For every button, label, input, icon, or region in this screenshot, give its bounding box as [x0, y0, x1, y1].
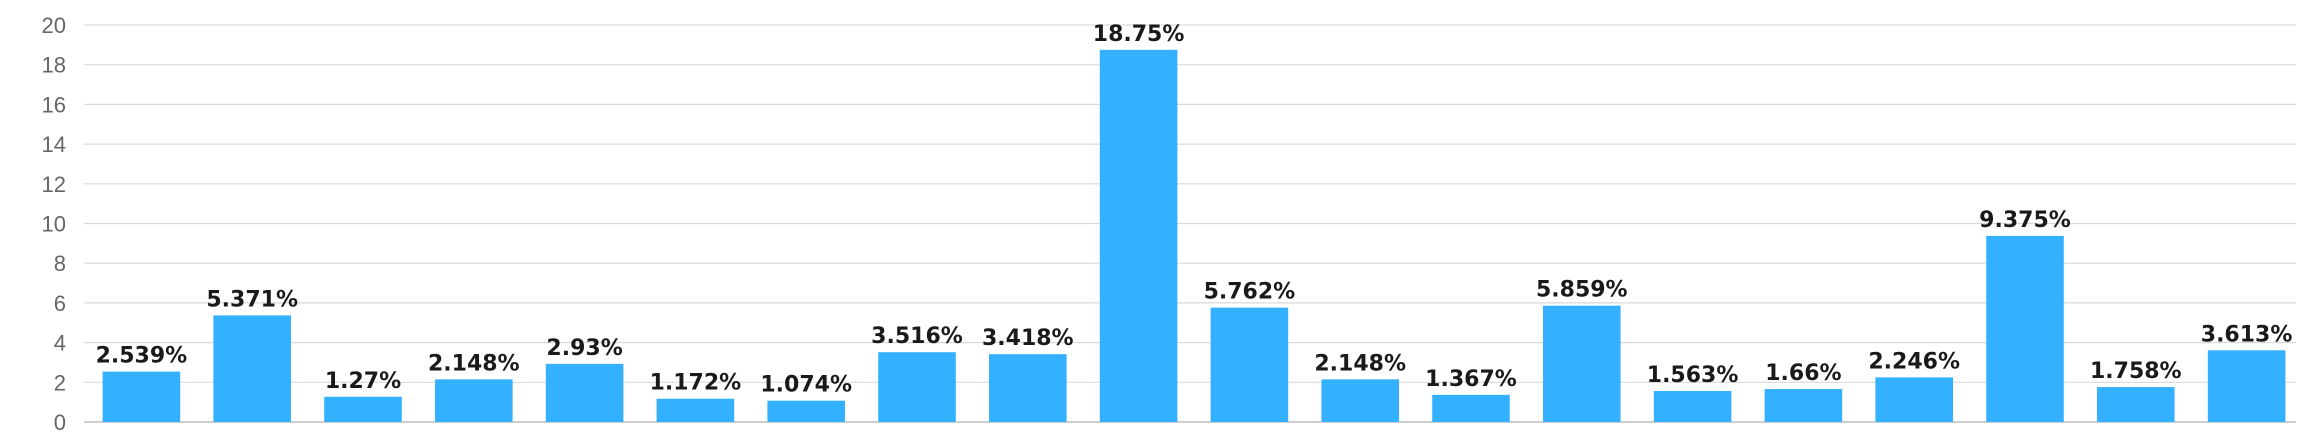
bar-data-label: 1.074% — [760, 373, 852, 398]
bar — [1653, 390, 1732, 422]
y-tick-label: 20 — [42, 13, 66, 38]
bar-data-label: 1.563% — [1647, 363, 1739, 388]
bar — [213, 315, 291, 422]
bar-data-label: 5.762% — [1204, 280, 1296, 305]
bar-data-label: 1.27% — [325, 369, 401, 394]
bar — [2207, 350, 2286, 422]
bar-data-label: 18.75% — [1093, 22, 1185, 47]
bar — [989, 354, 1067, 422]
bar — [102, 371, 181, 422]
bar — [1764, 389, 1843, 422]
data-labels: 2.539% 5.371% 1.27% 2.148% 2.93% 1.172% 1.074%… — [96, 22, 2293, 398]
bar — [2097, 387, 2175, 422]
y-tick-label: 18 — [42, 53, 66, 78]
bar-data-label: 2.93% — [546, 336, 622, 361]
bar-data-label: 9.375% — [1979, 208, 2071, 233]
bar-data-label: 5.859% — [1536, 278, 1628, 303]
bar-data-label: 5.371% — [206, 287, 298, 312]
y-axis-ticks: 0 2 4 6 8 10 12 14 16 18 20 — [42, 13, 66, 435]
bar-data-label: 3.418% — [982, 326, 1074, 351]
bar — [1875, 377, 1953, 422]
y-tick-label: 8 — [54, 251, 66, 276]
y-tick-label: 16 — [42, 92, 66, 117]
y-tick-label: 10 — [42, 212, 66, 237]
y-tick-label: 12 — [42, 172, 66, 197]
bar — [324, 396, 402, 422]
y-tick-label: 4 — [54, 331, 66, 356]
bar — [1543, 305, 1621, 422]
bar-data-label: 2.246% — [1868, 349, 1960, 374]
bars — [102, 49, 2286, 422]
y-tick-label: 2 — [54, 370, 66, 395]
bar — [1099, 49, 1178, 422]
y-tick-label: 0 — [54, 410, 66, 435]
bar-data-label: 1.66% — [1765, 361, 1841, 386]
y-tick-label: 14 — [42, 132, 66, 157]
bar-data-label: 1.758% — [2090, 359, 2182, 384]
y-tick-label: 6 — [54, 291, 66, 316]
bar-data-label: 2.148% — [428, 351, 520, 376]
bar — [1432, 394, 1510, 422]
bar — [1321, 379, 1399, 422]
bar-data-label: 3.516% — [871, 324, 963, 349]
bar-data-label: 1.172% — [650, 371, 742, 396]
bar — [878, 352, 956, 422]
bar-data-label: 2.148% — [1314, 351, 1406, 376]
gridlines — [84, 24, 2296, 423]
bar — [545, 363, 624, 422]
bar-data-label: 3.613% — [2201, 322, 2293, 347]
bar — [1986, 235, 2064, 422]
bar — [435, 379, 513, 422]
bar-data-label: 2.539% — [96, 344, 188, 369]
bar — [656, 398, 735, 422]
bar — [1210, 307, 1289, 422]
bar — [767, 400, 845, 422]
bar-data-label: 1.367% — [1425, 367, 1517, 392]
